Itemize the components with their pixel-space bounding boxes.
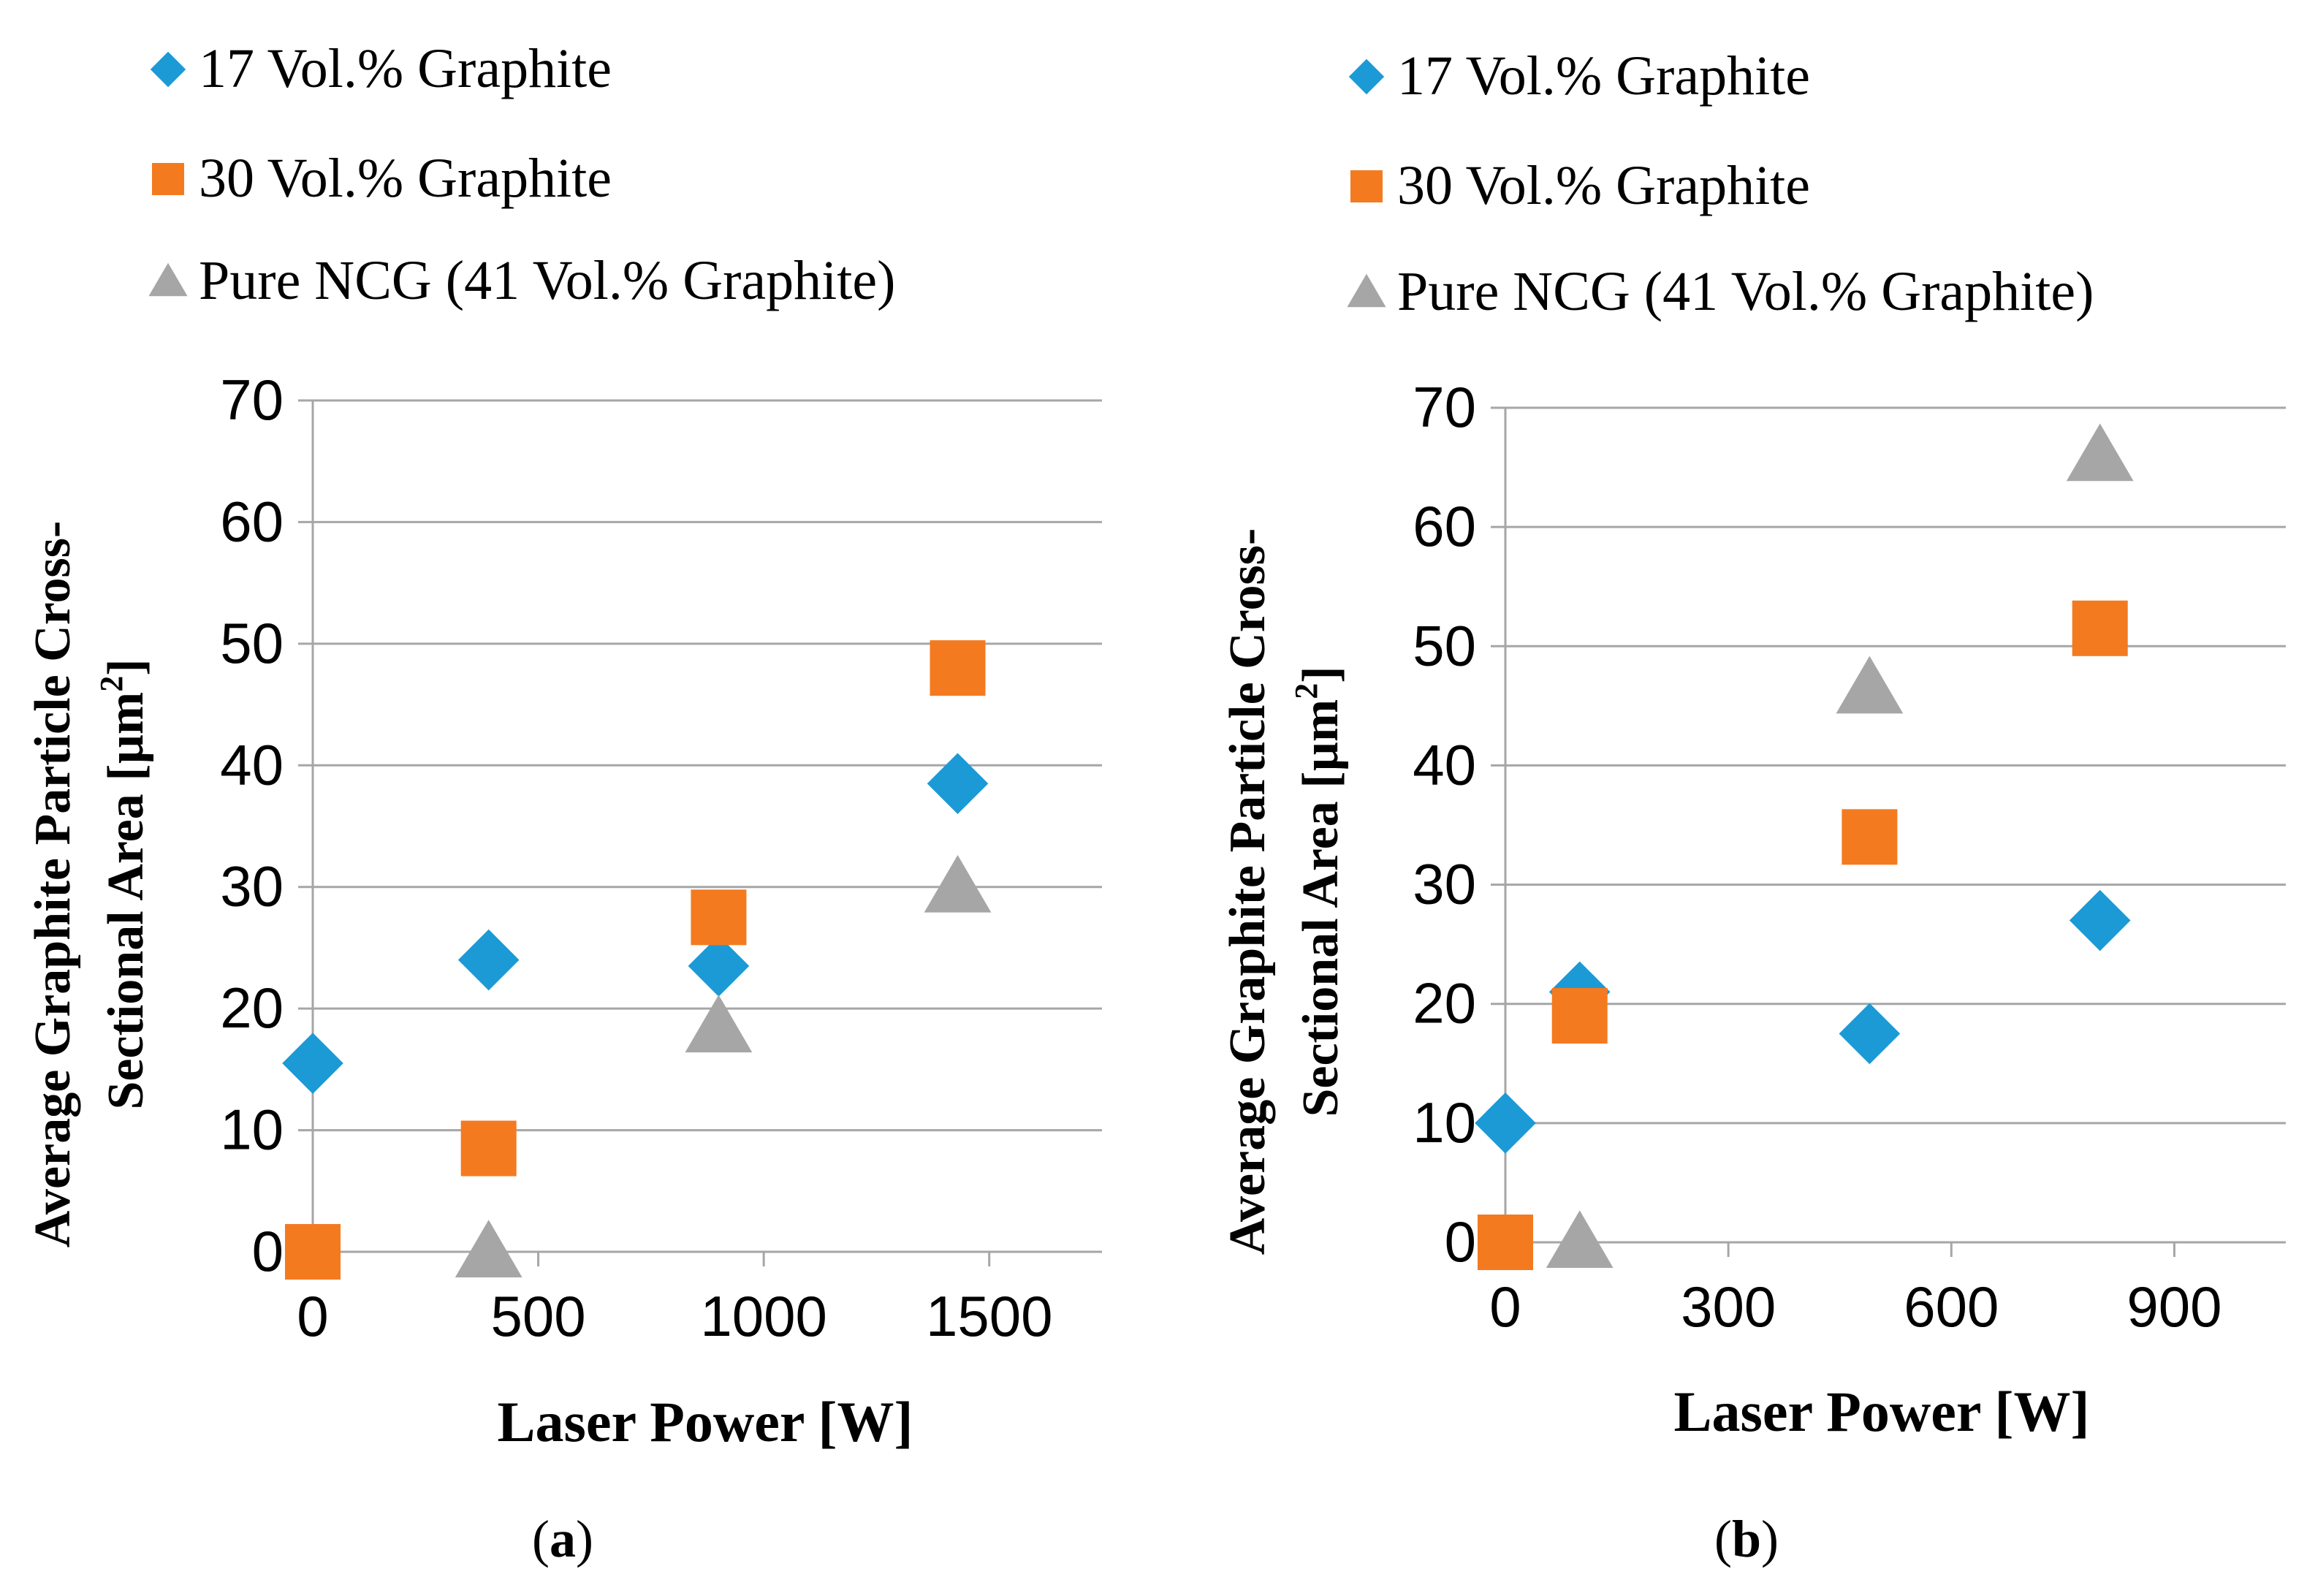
- panel-b: 17 Vol.% Graphite 30 Vol.% Graphite Pure N…: [1220, 45, 2286, 1568]
- data-point-s30: [285, 1224, 341, 1280]
- data-points-a: [282, 640, 992, 1280]
- x-tick-label: 0: [297, 1284, 328, 1348]
- data-point-pure: [1836, 656, 1904, 714]
- y-tick-label: 10: [1413, 1090, 1476, 1155]
- y-tick-label: 0: [1445, 1209, 1476, 1274]
- data-point-s30: [1551, 988, 1608, 1044]
- data-point-s30: [691, 889, 747, 946]
- y-axis-label-line1-a: Average Graphite Particle Cross-: [25, 521, 81, 1248]
- data-point-s17: [457, 929, 520, 991]
- y-tick-label: 40: [220, 732, 284, 797]
- y-tick-label: 60: [220, 489, 284, 553]
- y-tick-label: 0: [252, 1219, 284, 1283]
- legend-marker-s30: [152, 163, 184, 195]
- legend-b: 17 Vol.% Graphite 30 Vol.% Graphite Pure N…: [1347, 45, 2094, 322]
- x-tick-label: 0: [1489, 1274, 1521, 1339]
- y-tick-label: 50: [1413, 613, 1476, 677]
- y-axis-label-line2-b: Sectional Area [µm2]: [1288, 666, 1349, 1117]
- data-point-s17: [282, 1033, 343, 1094]
- legend-marker-s30: [1350, 170, 1383, 202]
- data-point-s30: [930, 640, 986, 696]
- x-tick-label: 1000: [700, 1284, 827, 1348]
- data-point-s17: [2069, 889, 2131, 951]
- data-point-pure: [1546, 1210, 1614, 1268]
- legend-marker-pure: [1347, 273, 1386, 308]
- x-tick-label: 900: [2127, 1274, 2222, 1339]
- x-ticks-b: 0 300 600 900: [1489, 1242, 2222, 1339]
- x-ticks-a: 0 500 1000 1500: [297, 1252, 1052, 1348]
- y-tick-label: 70: [1413, 375, 1476, 439]
- x-tick-label: 500: [491, 1284, 586, 1348]
- legend-label-pure: Pure NCG (41 Vol.% Graphite): [199, 250, 895, 311]
- legend-marker-s17: [150, 51, 186, 88]
- data-point-s30: [2072, 600, 2128, 656]
- legend-label-s30: 30 Vol.% Graphite: [1397, 155, 1810, 216]
- data-point-pure: [685, 995, 753, 1053]
- legend-label-s17: 17 Vol.% Graphite: [199, 38, 612, 99]
- data-point-s17: [688, 935, 750, 997]
- y-tick-label: 60: [1413, 494, 1476, 558]
- x-tick-label: 600: [1904, 1274, 1999, 1339]
- y-ticks-b: 0 10 20 30 40 50 60 70: [1413, 375, 1476, 1274]
- x-tick-label: 1500: [926, 1284, 1053, 1348]
- legend-marker-s17: [1348, 58, 1385, 95]
- y-tick-label: 30: [220, 854, 284, 919]
- data-point-pure: [924, 855, 992, 913]
- legend-label-s30: 30 Vol.% Graphite: [199, 148, 612, 209]
- x-axis-label-b: Laser Power [W]: [1674, 1380, 2090, 1443]
- y-axis-label-a: Average Graphite Particle Cross- Section…: [25, 521, 154, 1248]
- gridlines-a: [298, 399, 1102, 1266]
- y-axis-label-line2-a: Sectional Area [µm2]: [94, 658, 154, 1109]
- y-tick-label: 70: [220, 368, 284, 432]
- data-point-s30: [1478, 1215, 1533, 1270]
- y-tick-label: 40: [1413, 732, 1476, 797]
- x-tick-label: 300: [1681, 1274, 1776, 1339]
- data-point-s17: [1839, 1003, 1901, 1065]
- y-tick-label: 30: [1413, 852, 1476, 916]
- y-ticks-a: 0 10 20 30 40 50 60 70: [220, 368, 284, 1283]
- data-point-s17: [927, 753, 989, 815]
- legend-label-s17: 17 Vol.% Graphite: [1397, 45, 1810, 107]
- y-tick-label: 20: [220, 976, 284, 1040]
- legend-a: 17 Vol.% Graphite 30 Vol.% Graphite Pure N…: [148, 38, 895, 311]
- data-point-pure: [455, 1220, 522, 1277]
- legend-label-pure: Pure NCG (41 Vol.% Graphite): [1397, 261, 2094, 322]
- y-tick-label: 20: [1413, 971, 1476, 1036]
- x-axis-label-a: Laser Power [W]: [498, 1390, 913, 1454]
- panel-label-b: (b): [1714, 1510, 1779, 1568]
- y-tick-label: 10: [220, 1098, 284, 1162]
- data-points-b: [1475, 423, 2134, 1270]
- data-point-s17: [1475, 1092, 1536, 1154]
- data-point-pure: [2066, 423, 2134, 482]
- data-point-s30: [1842, 809, 1898, 865]
- y-axis-label-line1-b: Average Graphite Particle Cross-: [1220, 528, 1276, 1255]
- panel-a: 17 Vol.% Graphite 30 Vol.% Graphite Pure N…: [25, 38, 1102, 1568]
- y-tick-label: 50: [220, 611, 284, 675]
- data-point-s30: [460, 1120, 517, 1177]
- panel-label-a: (a): [532, 1510, 593, 1568]
- legend-marker-pure: [148, 262, 188, 297]
- y-axis-label-b: Average Graphite Particle Cross- Section…: [1220, 528, 1349, 1255]
